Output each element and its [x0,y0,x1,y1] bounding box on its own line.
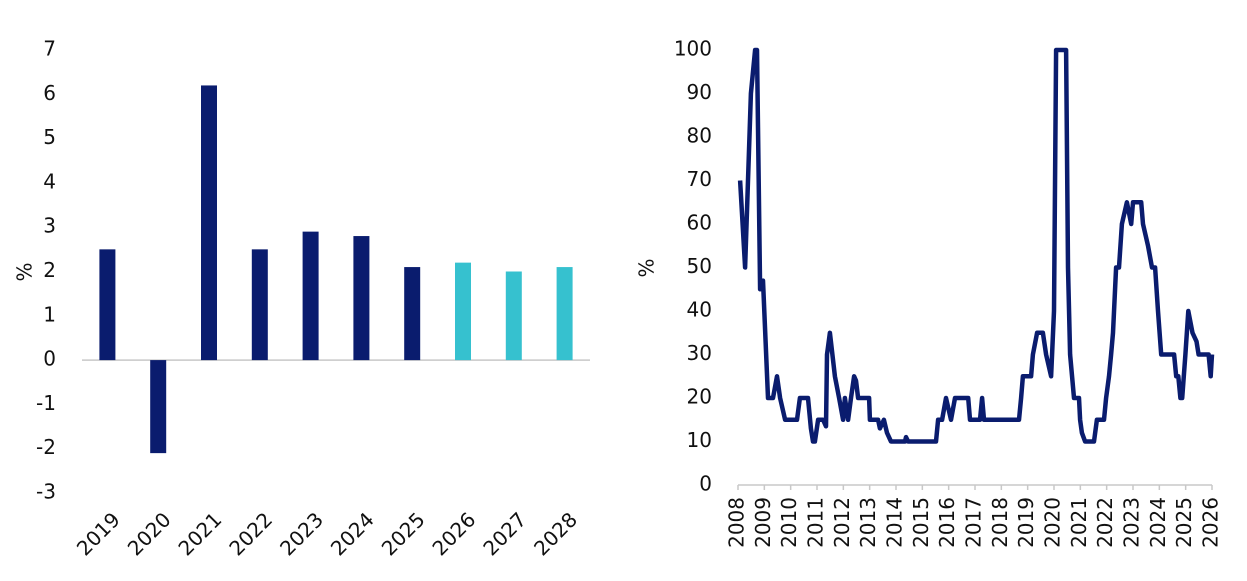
y-tick-label: 0 [699,472,712,496]
bar [505,271,522,361]
x-tick-label: 2023 [275,507,328,560]
y-tick-label: 70 [687,167,712,191]
y-axis-label: % [13,262,37,281]
y-tick-label: 10 [687,428,712,452]
bar [302,231,319,361]
y-tick-label: 50 [687,254,712,278]
bar [556,267,573,361]
x-tick-label: 2011 [804,497,828,548]
y-tick-label: 5 [43,125,56,149]
y-tick-label: 3 [43,214,56,238]
x-tick-label: 2013 [856,497,880,548]
bar [99,249,116,361]
x-tick-label: 2027 [478,507,531,560]
x-tick-label: 2022 [1093,497,1117,548]
y-tick-label: 4 [43,169,56,193]
y-tick-label: 6 [43,81,56,105]
y-tick-label: 40 [687,298,712,322]
x-tick-label: 2018 [988,497,1012,548]
bar [150,360,167,454]
x-tick-label: 2024 [1146,497,1170,548]
y-tick-label: 7 [43,37,56,61]
bar [455,262,471,361]
x-tick-label: 2016 [935,497,959,548]
x-tick-label: 2019 [1014,497,1038,548]
x-tick-label: 2015 [909,497,933,548]
x-tick-label: 2021 [173,507,226,560]
x-tick-label: 2014 [883,497,907,548]
bar [251,249,268,361]
y-tick-label: 20 [687,385,712,409]
x-tick-label: 2021 [1067,497,1091,548]
x-tick-label: 2025 [377,507,430,560]
x-tick-label: 2019 [72,507,125,560]
x-tick-label: 2026 [1199,497,1223,548]
x-tick-label: 2010 [777,497,801,548]
y-tick-label: 2 [43,258,56,282]
x-tick-label: 2022 [224,507,277,560]
y-tick-label: 80 [687,124,712,148]
line-series [737,47,1215,444]
x-tick-label: 2024 [326,507,379,560]
x-tick-label: 2017 [962,497,986,548]
x-tick-label: 2008 [725,497,749,548]
x-tick-label: 2025 [1172,497,1196,548]
x-tick-label: 2020 [1041,497,1065,548]
y-tick-label: 100 [674,37,712,61]
x-tick-label: 2012 [830,497,854,548]
x-tick-label: 2026 [427,507,480,560]
x-tick-label: 2009 [751,497,775,548]
x-tick-label: 2023 [1120,497,1144,548]
bar [201,85,217,361]
x-tick-label: 2020 [123,507,176,560]
y-tick-label: 30 [687,341,712,365]
y-tick-label: -2 [36,435,56,459]
y-tick-label: -1 [36,391,56,415]
y-tick-label: 1 [43,302,56,326]
bar [353,236,370,361]
y-tick-label: 60 [687,211,712,235]
y-tick-label: -3 [36,480,56,504]
x-tick-label: 2028 [529,507,582,560]
y-tick-label: 90 [687,80,712,104]
y-axis-label: % [635,258,659,277]
bar [404,267,421,361]
y-tick-label: 0 [43,347,56,371]
